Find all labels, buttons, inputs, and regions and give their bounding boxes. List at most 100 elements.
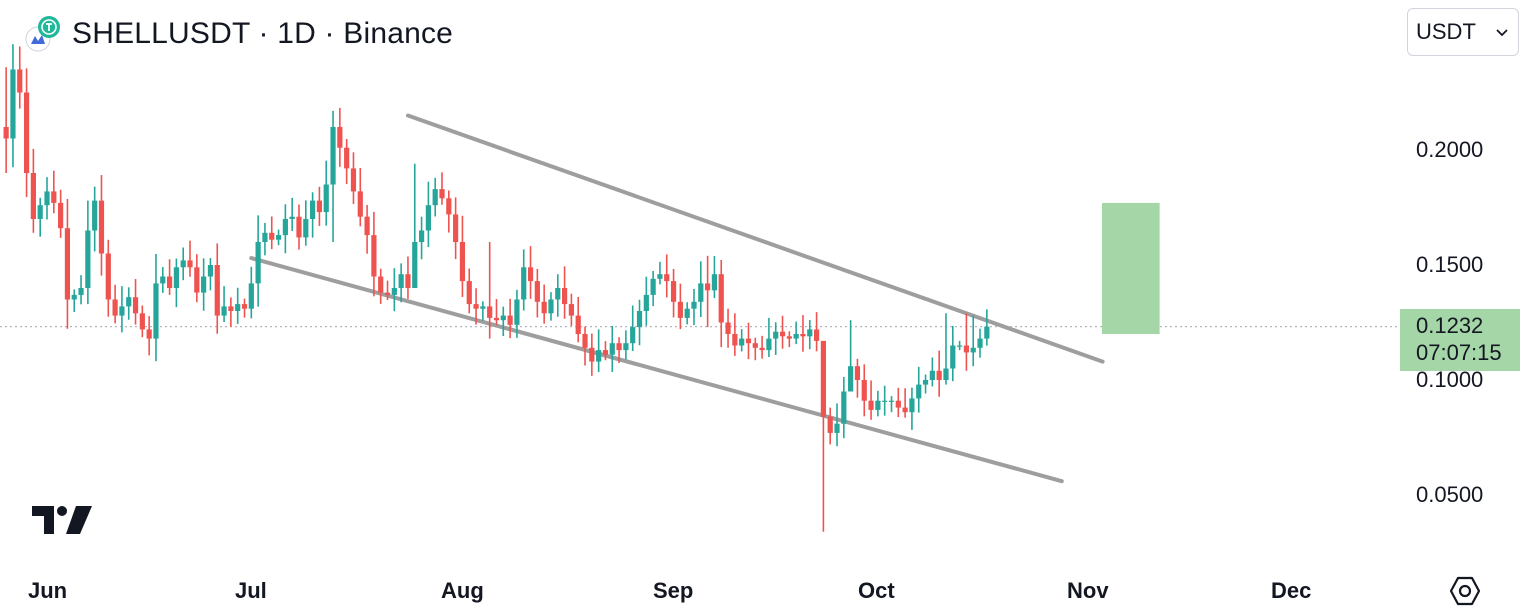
- candle: [112, 284, 118, 324]
- candle: [269, 216, 275, 250]
- candle-body: [875, 400, 881, 410]
- candle: [895, 387, 901, 418]
- candle-body: [112, 299, 118, 316]
- candle-body: [977, 338, 983, 348]
- candle-body: [160, 276, 166, 284]
- candle-body: [773, 331, 779, 339]
- candle-body: [909, 398, 915, 413]
- candle-body: [766, 338, 772, 351]
- candle-body: [527, 267, 534, 282]
- candle: [282, 204, 288, 254]
- candle: [711, 256, 718, 299]
- y-axis-tick-label: 0.2000: [1416, 137, 1484, 162]
- candle: [405, 256, 411, 299]
- candle-body: [888, 400, 895, 402]
- candle-body: [105, 253, 111, 300]
- candle-body: [630, 327, 636, 344]
- candle-body: [882, 400, 888, 402]
- candle: [793, 321, 799, 345]
- candle-body: [555, 288, 561, 300]
- candle-body: [303, 219, 309, 238]
- candle: [575, 296, 581, 343]
- candle: [589, 333, 595, 376]
- candle: [677, 283, 683, 330]
- candle: [296, 204, 302, 250]
- candle: [963, 313, 970, 371]
- candle: [827, 407, 833, 445]
- candle: [922, 374, 929, 394]
- candle: [807, 319, 813, 350]
- candle-body: [670, 281, 677, 302]
- candle-body: [214, 265, 220, 316]
- candle: [657, 261, 663, 285]
- candle: [929, 357, 935, 387]
- candle-body: [813, 329, 820, 341]
- candle: [684, 302, 690, 325]
- candle-body: [936, 370, 942, 380]
- candle-body: [78, 288, 84, 295]
- candle-body: [568, 304, 575, 316]
- candle: [786, 331, 792, 348]
- candle-body: [255, 242, 261, 284]
- candle: [616, 337, 622, 363]
- candle: [166, 259, 173, 295]
- candle-body: [221, 306, 227, 316]
- candle-body: [364, 216, 370, 236]
- candle-body: [344, 147, 350, 169]
- candle-body: [98, 200, 105, 254]
- candle-body: [30, 173, 36, 219]
- candle: [119, 286, 125, 333]
- candle: [698, 261, 704, 317]
- candle-body: [119, 306, 125, 316]
- candle-body: [575, 315, 581, 334]
- settings-gear-icon[interactable]: [1448, 575, 1482, 612]
- candle: [30, 148, 36, 233]
- candle-body: [922, 380, 929, 385]
- candle-body: [391, 288, 397, 295]
- candle: [745, 322, 752, 360]
- candle: [459, 215, 466, 297]
- candle-body: [800, 334, 806, 337]
- candle: [534, 268, 540, 318]
- candle-body: [943, 368, 949, 380]
- candle: [228, 297, 234, 327]
- candle: [160, 267, 166, 293]
- candle-body: [820, 340, 826, 417]
- candle: [3, 67, 9, 173]
- candle-body: [316, 200, 323, 213]
- y-axis-tick-label: 0.1000: [1416, 367, 1484, 392]
- candle-body: [262, 232, 268, 242]
- candle-body: [337, 127, 343, 148]
- candle: [868, 380, 874, 420]
- candle: [705, 255, 711, 328]
- lower-channel-trendline: [249, 256, 1064, 484]
- candle: [800, 315, 806, 352]
- candle: [357, 167, 363, 227]
- candle: [275, 229, 282, 246]
- candle: [17, 46, 23, 109]
- currency-select[interactable]: USDT: [1407, 8, 1519, 56]
- candle: [384, 280, 391, 300]
- x-axis-tick-label: Sep: [653, 578, 694, 603]
- candle-body: [23, 92, 30, 173]
- candle-body: [732, 334, 738, 346]
- tradingview-logo-icon[interactable]: [30, 504, 94, 541]
- x-axis-tick-label: Aug: [441, 578, 484, 603]
- candle-body: [289, 216, 295, 219]
- candle-body: [698, 283, 704, 302]
- candle: [418, 216, 425, 260]
- candle: [153, 253, 159, 362]
- candle: [984, 309, 990, 346]
- candle: [596, 329, 602, 372]
- candle: [310, 192, 316, 238]
- candle-body: [984, 326, 990, 339]
- candle-body: [609, 343, 615, 355]
- candle-body: [827, 416, 833, 433]
- candle-body: [841, 391, 847, 424]
- candle-body: [412, 242, 418, 288]
- candle-body: [405, 274, 411, 288]
- candle-body: [269, 232, 275, 240]
- candle-body: [146, 329, 152, 339]
- last-price-tag: 0.1232 07:07:15: [1400, 309, 1520, 371]
